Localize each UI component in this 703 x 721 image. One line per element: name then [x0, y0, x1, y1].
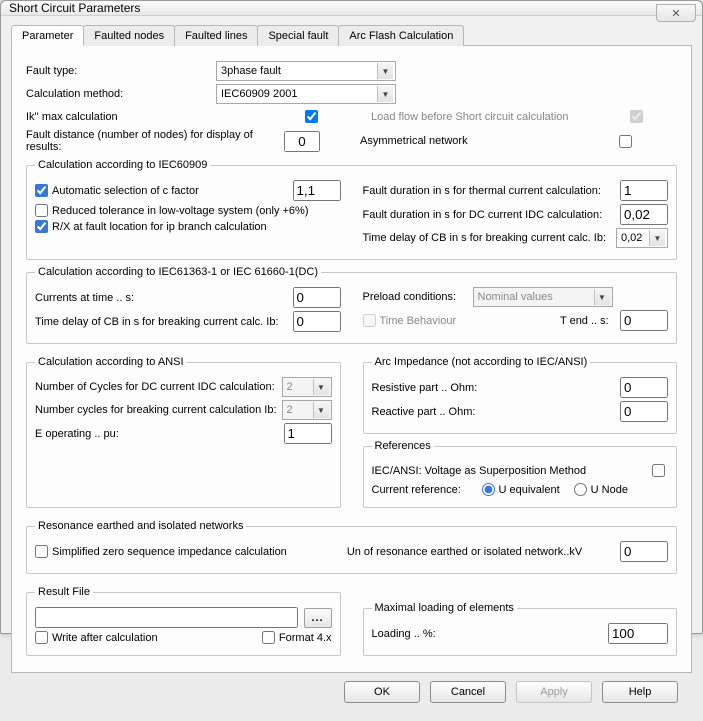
fault-type-label: Fault type:	[26, 65, 216, 77]
arc-impedance-group: Arc Impedance (not according to IEC/ANSI…	[363, 356, 678, 434]
ansi-group: Calculation according to ANSI Number of …	[26, 356, 341, 508]
load-flow-checkbox	[630, 110, 643, 123]
currents-time-label: Currents at time .. s:	[35, 292, 293, 304]
max-loading-group: Maximal loading of elements Loading .. %…	[363, 602, 678, 656]
resistive-input[interactable]	[620, 377, 668, 398]
reduced-tolerance-check[interactable]: Reduced tolerance in low-voltage system …	[35, 204, 309, 217]
cycles-idc-label: Number of Cycles for DC current IDC calc…	[35, 381, 282, 393]
chevron-down-icon: ▼	[377, 63, 393, 79]
un-resonance-label: Un of resonance earthed or isolated netw…	[347, 546, 620, 558]
chevron-down-icon: ▼	[313, 379, 329, 395]
cycles-idc-combo: 2 ▼	[282, 377, 332, 397]
superposition-label: IEC/ANSI: Voltage as Superposition Metho…	[372, 465, 649, 477]
titlebar: Short Circuit Parameters ✕	[1, 1, 702, 16]
superposition-checkbox[interactable]	[652, 464, 665, 477]
load-flow-label: Load flow before Short circuit calculati…	[371, 111, 626, 123]
t-end-label: T end .. s:	[560, 315, 620, 327]
tab-panel-parameter: Fault type: 3phase fault ▼ Calculation m…	[11, 46, 692, 673]
dialog-window: Short Circuit Parameters ✕ Parameter Fau…	[0, 0, 703, 634]
rx-fault-location-check[interactable]: R/X at fault location for ip branch calc…	[35, 220, 267, 233]
un-resonance-input[interactable]	[620, 541, 668, 562]
iec60909-legend: Calculation according to IEC60909	[35, 159, 210, 171]
preload-conditions-label: Preload conditions:	[363, 291, 473, 303]
format-4x-check[interactable]: Format 4.x	[262, 631, 332, 644]
reactive-input[interactable]	[620, 401, 668, 422]
cycles-ib-combo: 2 ▼	[282, 400, 332, 420]
u-node-radio[interactable]: U Node	[574, 483, 628, 496]
simplified-zero-seq-check[interactable]: Simplified zero sequence impedance calcu…	[35, 545, 287, 558]
thermal-duration-label: Fault duration in s for thermal current …	[363, 185, 621, 197]
asym-network-checkbox[interactable]	[619, 135, 632, 148]
chevron-down-icon: ▼	[649, 230, 665, 246]
dialog-buttons: OK Cancel Apply Help	[11, 673, 692, 713]
chevron-down-icon: ▼	[313, 402, 329, 418]
current-reference-label: Current reference:	[372, 484, 482, 496]
tab-arc-flash[interactable]: Arc Flash Calculation	[338, 25, 464, 46]
asym-network-label: Asymmetrical network	[360, 135, 615, 147]
calc-method-combo[interactable]: IEC60909 2001 ▼	[216, 84, 396, 104]
time-behaviour-check: Time Behaviour	[363, 314, 457, 327]
fault-type-value: 3phase fault	[221, 65, 281, 77]
t-end-input[interactable]	[620, 310, 668, 331]
cancel-button[interactable]: Cancel	[430, 681, 506, 703]
reactive-label: Reactive part .. Ohm:	[372, 406, 621, 418]
ik-max-checkbox[interactable]	[305, 110, 318, 123]
ansi-legend: Calculation according to ANSI	[35, 356, 187, 368]
references-legend: References	[372, 440, 434, 452]
thermal-duration-input[interactable]	[620, 180, 668, 201]
help-button[interactable]: Help	[602, 681, 678, 703]
dc-idc-duration-input[interactable]	[620, 204, 668, 225]
currents-time-input[interactable]	[293, 287, 341, 308]
result-file-group: Result File ... Write after calculation …	[26, 586, 341, 656]
dialog-body: Parameter Faulted nodes Faulted lines Sp…	[1, 16, 702, 721]
fault-distance-label: Fault distance (number of nodes) for dis…	[26, 129, 284, 153]
result-file-legend: Result File	[35, 586, 93, 598]
chevron-down-icon: ▼	[377, 86, 393, 102]
tab-faulted-nodes[interactable]: Faulted nodes	[83, 25, 175, 46]
ok-button[interactable]: OK	[344, 681, 420, 703]
close-button[interactable]: ✕	[656, 4, 696, 22]
cycles-ib-label: Number cycles for breaking current calcu…	[35, 404, 282, 416]
resonance-group: Resonance earthed and isolated networks …	[26, 520, 677, 574]
cb-delay-label: Time delay of CB in s for breaking curre…	[363, 232, 617, 244]
cb-delay-ib-label: Time delay of CB in s for breaking curre…	[35, 316, 293, 328]
tab-faulted-lines[interactable]: Faulted lines	[174, 25, 258, 46]
window-title: Short Circuit Parameters	[9, 1, 140, 15]
iec61363-group: Calculation according to IEC61363-1 or I…	[26, 266, 677, 344]
iec61363-legend: Calculation according to IEC61363-1 or I…	[35, 266, 321, 278]
cb-delay-ib-input[interactable]	[293, 311, 341, 332]
tabstrip: Parameter Faulted nodes Faulted lines Sp…	[11, 24, 692, 46]
u-equivalent-radio[interactable]: U equivalent	[482, 483, 560, 496]
references-group: References IEC/ANSI: Voltage as Superpos…	[363, 440, 678, 508]
browse-button[interactable]: ...	[304, 608, 332, 628]
max-loading-legend: Maximal loading of elements	[372, 602, 517, 614]
ik-max-label: Ik'' max calculation	[26, 111, 301, 123]
fault-distance-input[interactable]	[284, 131, 320, 152]
arc-impedance-legend: Arc Impedance (not according to IEC/ANSI…	[372, 356, 591, 368]
chevron-down-icon: ▼	[594, 289, 610, 305]
auto-c-factor-value[interactable]	[293, 180, 341, 201]
resonance-legend: Resonance earthed and isolated networks	[35, 520, 246, 532]
dc-idc-duration-label: Fault duration in s for DC current IDC c…	[363, 209, 621, 221]
preload-conditions-combo: Nominal values ▼	[473, 287, 613, 307]
tab-special-fault[interactable]: Special fault	[257, 25, 339, 46]
auto-c-factor-check[interactable]: Automatic selection of c factor	[35, 184, 199, 197]
write-after-calc-check[interactable]: Write after calculation	[35, 631, 158, 644]
close-icon: ✕	[671, 7, 680, 20]
fault-type-combo[interactable]: 3phase fault ▼	[216, 61, 396, 81]
iec60909-group: Calculation according to IEC60909 Automa…	[26, 159, 677, 260]
result-file-path-input[interactable]	[35, 607, 298, 628]
e-operating-input[interactable]	[284, 423, 332, 444]
e-operating-label: E operating .. pu:	[35, 428, 284, 440]
cb-delay-combo[interactable]: 0,02 ▼	[616, 228, 668, 248]
calc-method-label: Calculation method:	[26, 88, 216, 100]
tab-parameter[interactable]: Parameter	[11, 25, 84, 46]
calc-method-value: IEC60909 2001	[221, 88, 297, 100]
apply-button: Apply	[516, 681, 592, 703]
resistive-label: Resistive part .. Ohm:	[372, 382, 621, 394]
